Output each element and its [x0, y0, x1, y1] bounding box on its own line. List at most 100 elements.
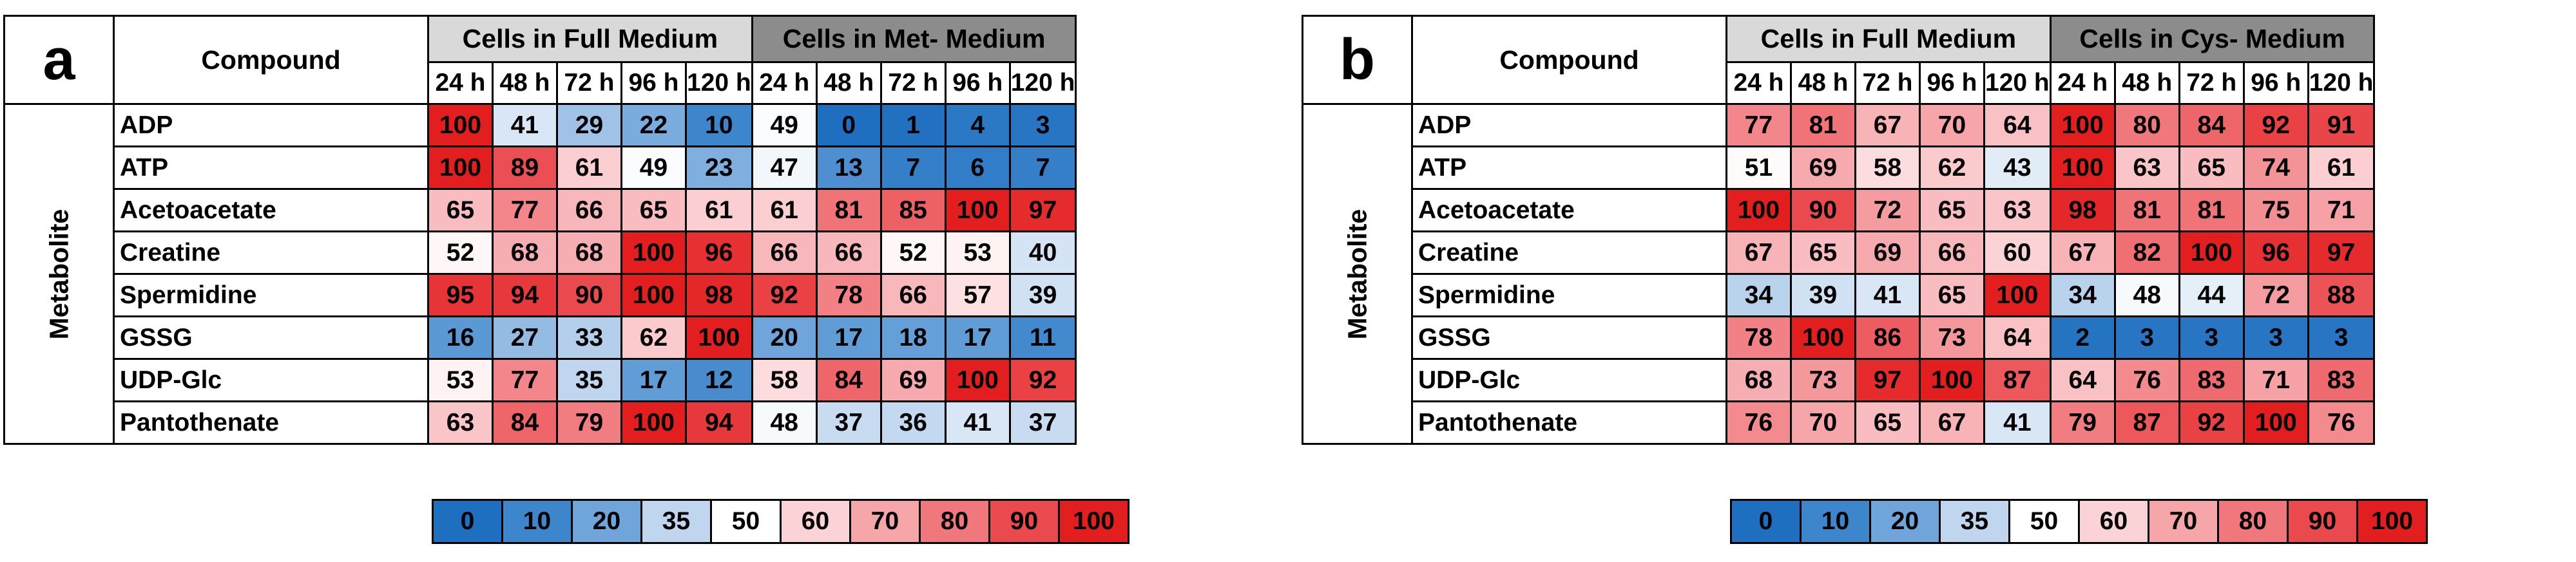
heatmap-cell: 63: [427, 400, 494, 445]
column-group-header: Cells in Full Medium: [427, 15, 753, 63]
heatmap-cell: 0: [815, 103, 882, 147]
heatmap-cell: 10: [685, 103, 753, 147]
time-header: 48 h: [2113, 61, 2180, 105]
heatmap-cell: 17: [815, 315, 882, 360]
heatmap-cell: 90: [1790, 188, 1856, 232]
heatmap-cell: 17: [944, 315, 1011, 360]
heatmap-cell: 79: [2049, 400, 2116, 445]
heatmap-cell: 91: [2307, 103, 2376, 147]
row-label: Spermidine: [113, 273, 429, 317]
heatmap-cell: 2: [2049, 315, 2116, 360]
heatmap-cell: 96: [2242, 230, 2309, 275]
heatmap-cell: 63: [2113, 145, 2180, 190]
heatmap-table-b: b Compound Cells in Full Medium Cells in Cy…: [1302, 15, 2376, 445]
legend-swatch: 20: [571, 499, 642, 544]
heatmap-cell: 49: [620, 145, 687, 190]
time-header: 96 h: [944, 61, 1011, 105]
heatmap-row: Metabolite ADP 100 41 29 22 10 49 0 1 4 3: [3, 103, 1077, 445]
heatmap-cell: 53: [427, 358, 494, 402]
time-header: 72 h: [2178, 61, 2245, 105]
heatmap-cell: 100: [1790, 315, 1856, 360]
heatmap-cell: 81: [2178, 188, 2245, 232]
heatmap-cell: 86: [1854, 315, 1921, 360]
heatmap-cell: 48: [751, 400, 818, 445]
legend-swatch: 35: [1939, 499, 2010, 544]
heatmap-cell: 83: [2307, 358, 2376, 402]
metabolite-label-text: Metabolite: [44, 209, 73, 339]
heatmap-cell: 100: [427, 145, 494, 190]
heatmap-row: Metabolite ADP 77 81 67 70 64 100 80 84 92 91: [1302, 103, 2376, 445]
heatmap-row: Creatine 52 68 68 100 96 66 66 52 53 40: [5, 230, 1077, 275]
heatmap-cell: 92: [751, 273, 818, 317]
heatmap-row: ATP 51 69 58 62 43 100 63 65 74 61: [1303, 145, 2376, 190]
row-label: ATP: [1411, 145, 1727, 190]
heatmap-cell: 70: [1919, 103, 1985, 147]
panel-letter: a: [3, 15, 115, 105]
heatmap-row: UDP-Glc 53 77 35 17 12 58 84 69 100 92: [5, 358, 1077, 402]
heatmap-cell: 62: [1919, 145, 1985, 190]
heatmap-cell: 65: [620, 188, 687, 232]
legend-swatch: 50: [2008, 499, 2080, 544]
heatmap-cell: 100: [1919, 358, 1985, 402]
heatmap-cell: 52: [879, 230, 947, 275]
compound-header: Compound: [113, 15, 429, 105]
legend-swatch: 70: [2148, 499, 2219, 544]
legend-swatch: 70: [849, 499, 921, 544]
heatmap-cell: 100: [620, 230, 687, 275]
heatmap-cell: 65: [1854, 400, 1921, 445]
heatmap-cell: 74: [2242, 145, 2309, 190]
heatmap-cell: 77: [1725, 103, 1792, 147]
heatmap-cell: 83: [2178, 358, 2245, 402]
heatmap-cell: 81: [1790, 103, 1856, 147]
heatmap-cell: 78: [815, 273, 882, 317]
heatmap-cell: 67: [2049, 230, 2116, 275]
heatmap-cell: 34: [2049, 273, 2116, 317]
heatmap-cell: 76: [2113, 358, 2180, 402]
heatmap-cell: 64: [1983, 103, 2052, 147]
heatmap-row: Creatine 67 65 69 66 60 67 82 100 96 97: [1303, 230, 2376, 275]
heatmap-cell: 47: [751, 145, 818, 190]
heatmap-cell: 66: [556, 188, 622, 232]
color-legend-a: 0 10 20 35 50 60 70 80 90 100: [432, 499, 1129, 544]
time-header: 48 h: [492, 61, 558, 105]
heatmap-cell: 67: [1919, 400, 1985, 445]
legend-swatch: 50: [710, 499, 782, 544]
heatmap-cell: 65: [1790, 230, 1856, 275]
time-header: 72 h: [556, 61, 622, 105]
heatmap-cell: 48: [2113, 273, 2180, 317]
heatmap-cell: 41: [1854, 273, 1921, 317]
heatmap-cell: 100: [2242, 400, 2309, 445]
heatmap-cell: 80: [2113, 103, 2180, 147]
time-header: 48 h: [815, 61, 882, 105]
heatmap-cell: 78: [1725, 315, 1792, 360]
heatmap-cell: 96: [685, 230, 753, 275]
heatmap-cell: 1: [879, 103, 947, 147]
heatmap-cell: 84: [492, 400, 558, 445]
heatmap-cell: 72: [1854, 188, 1921, 232]
heatmap-cell: 84: [2178, 103, 2245, 147]
heatmap-cell: 73: [1790, 358, 1856, 402]
heatmap-cell: 77: [492, 188, 558, 232]
heatmap-cell: 65: [1919, 188, 1985, 232]
heatmap-cell: 100: [1725, 188, 1792, 232]
heatmap-cell: 13: [815, 145, 882, 190]
heatmap-cell: 35: [556, 358, 622, 402]
heatmap-cell: 61: [685, 188, 753, 232]
heatmap-cell: 16: [427, 315, 494, 360]
heatmap-cell: 79: [556, 400, 622, 445]
heatmap-cell: 100: [944, 188, 1011, 232]
time-header: 24 h: [427, 61, 494, 105]
heatmap-cell: 94: [685, 400, 753, 445]
heatmap-cell: 69: [1854, 230, 1921, 275]
heatmap-cell: 66: [751, 230, 818, 275]
heatmap-cell: 4: [944, 103, 1011, 147]
heatmap-cell: 7: [1008, 145, 1077, 190]
legend-swatch: 100: [2356, 499, 2428, 544]
heatmap-row: GSSG 78 100 86 73 64 2 3 3 3 3: [1303, 315, 2376, 360]
time-header: 120 h: [2307, 61, 2376, 105]
heatmap-cell: 43: [1983, 145, 2052, 190]
heatmap-cell: 66: [879, 273, 947, 317]
heatmap-cell: 18: [879, 315, 947, 360]
heatmap-cell: 68: [1725, 358, 1792, 402]
legend-swatch: 90: [2287, 499, 2358, 544]
